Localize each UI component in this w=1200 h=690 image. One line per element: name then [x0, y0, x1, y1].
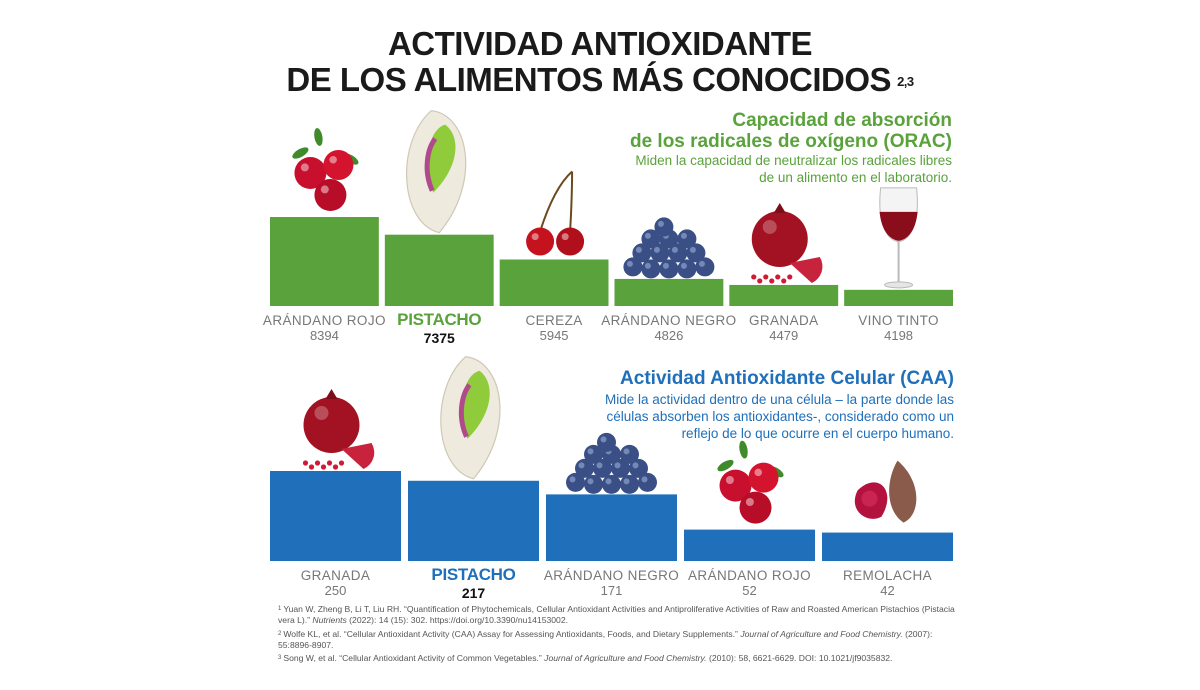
cranberry-icon	[292, 128, 359, 211]
caa-value-granada: 250	[325, 583, 347, 598]
caa-bar-arandano-negro	[546, 494, 677, 561]
orac-bar-pistacho	[384, 234, 494, 306]
caa-label-remolacha: REMOLACHA	[843, 568, 932, 583]
orac-value-pistacho: 7375	[424, 330, 455, 346]
orac-label-cereza: CEREZA	[525, 313, 582, 328]
beet-icon	[854, 460, 917, 523]
title-line-2-text: DE LOS ALIMENTOS MÁS CONOCIDOS	[286, 61, 892, 98]
caa-description-line-1: Mide la actividad dentro de una célula –…	[605, 392, 954, 407]
caa-heading-block: Actividad Antioxidante Celular (CAA) Mid…	[560, 368, 954, 442]
orac-bar-arandano-negro	[614, 278, 724, 306]
orac-bar-arandano-rojo	[270, 217, 379, 306]
orac-value-vino-tinto: 4198	[884, 328, 913, 343]
reference-2: 2 Wolfe KL, et al. “Cellular Antioxidant …	[278, 628, 933, 650]
orac-label-arandano-rojo: ARÁNDANO ROJO	[263, 313, 386, 328]
references: 1 Yuan W, Zheng B, Li T, Liu RH. “Quantif…	[278, 604, 958, 667]
blueberry-icon	[566, 432, 657, 494]
orac-value-arandano-negro: 4826	[654, 328, 683, 343]
caa-label-arandano-rojo: ARÁNDANO ROJO	[688, 568, 811, 583]
caa-description-line-3: reflejo de lo que ocurre en el cuerpo hu…	[681, 426, 954, 441]
orac-value-arandano-rojo: 8394	[310, 328, 339, 343]
caa-description-line-2: células absorben los antioxidantes-, con…	[606, 409, 954, 424]
caa-label-granada: GRANADA	[301, 568, 371, 583]
orac-label-arandano-negro: ARÁNDANO NEGRO	[601, 313, 736, 328]
caa-value-pistacho: 217	[462, 585, 486, 601]
title-line-1: ACTIVIDAD ANTIOXIDANTE	[387, 25, 813, 62]
orac-bar-vino-tinto	[844, 289, 953, 306]
caa-value-arandano-rojo: 52	[742, 583, 756, 598]
cranberry-icon	[717, 440, 784, 524]
caa-heading: Actividad Antioxidante Celular (CAA)	[620, 368, 954, 389]
caa-value-remolacha: 42	[880, 583, 894, 598]
orac-description-line-2: de un alimento en el laboratorio.	[759, 170, 952, 185]
caa-label-pistacho: PISTACHO	[431, 565, 515, 584]
title-line-2: DE LOS ALIMENTOS MÁS CONOCIDOS 2,3	[0, 62, 1200, 98]
caa-value-arandano-negro: 171	[601, 583, 623, 598]
orac-label-pistacho: PISTACHO	[397, 310, 481, 329]
caa-bar-pistacho	[408, 480, 539, 561]
caa-label-arandano-negro: ARÁNDANO NEGRO	[544, 568, 679, 583]
pomegranate-icon	[751, 202, 823, 284]
reference-1: 1 Yuan W, Zheng B, Li T, Liu RH. “Quantif…	[278, 604, 955, 625]
caa-bar-remolacha	[822, 532, 953, 561]
pistachio-icon	[406, 110, 467, 234]
orac-heading-line-2: de los radicales de oxígeno (ORAC)	[629, 131, 952, 152]
orac-value-cereza: 5945	[540, 328, 569, 343]
pomegranate-icon	[302, 389, 375, 470]
orac-bar-cereza	[499, 259, 609, 306]
orac-heading-line-1: Capacidad de absorción	[732, 110, 952, 131]
caa-bar-granada	[270, 471, 401, 561]
reference-3: 3 Song W, et al. “Cellular Antioxidant Ac…	[278, 653, 893, 663]
orac-label-granada: GRANADA	[749, 313, 819, 328]
orac-bar-granada	[729, 284, 839, 306]
title-superscript: 2,3	[897, 74, 914, 89]
orac-value-granada: 4479	[769, 328, 798, 343]
wine-glass-icon	[879, 187, 918, 289]
blueberry-icon	[623, 217, 715, 279]
pistachio-icon	[440, 356, 501, 480]
caa-bar-arandano-rojo	[684, 529, 815, 561]
orac-heading-block: Capacidad de absorción de los radicales …	[580, 110, 952, 186]
cherry-icon	[526, 170, 585, 256]
orac-description-line-1: Miden la capacidad de neutralizar los ra…	[635, 153, 952, 168]
page-title: ACTIVIDAD ANTIOXIDANTE DE LOS ALIMENTOS …	[0, 26, 1200, 98]
orac-label-vino-tinto: VINO TINTO	[858, 313, 939, 328]
